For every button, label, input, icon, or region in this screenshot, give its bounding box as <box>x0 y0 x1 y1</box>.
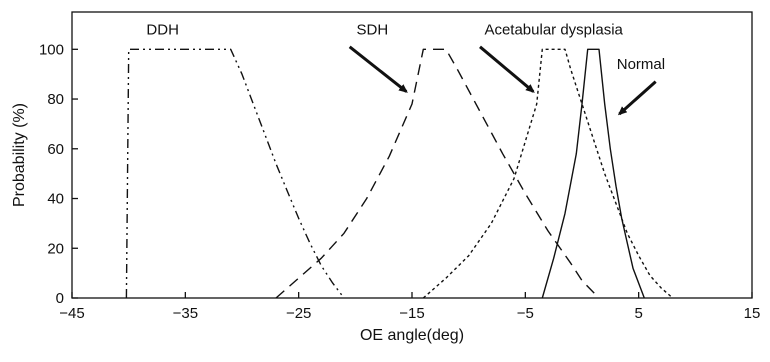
series-line-sdh <box>275 48 600 299</box>
plot-border <box>71 11 753 299</box>
x-tick-label: 15 <box>744 305 761 322</box>
series-lines <box>125 48 674 299</box>
y-axis-title: Probability (%) <box>11 103 28 207</box>
x-tick-label: −15 <box>399 305 424 322</box>
y-tick-label: 20 <box>47 240 64 257</box>
arrow-pointer <box>617 80 657 116</box>
x-tick-label: −45 <box>59 305 84 322</box>
series-line-ddh <box>125 48 345 299</box>
x-tick-label: −25 <box>286 305 311 322</box>
x-tick-label: −35 <box>173 305 198 322</box>
x-tick-label: −5 <box>517 305 534 322</box>
y-tick-label: 100 <box>39 41 64 58</box>
annotation-normal: Normal <box>617 56 665 73</box>
x-axis-title: OE angle(deg) <box>360 327 464 344</box>
arrow-pointer <box>348 45 408 93</box>
annotation-sdh: SDH <box>356 21 388 38</box>
y-tick-label: 60 <box>47 141 64 158</box>
arrow-pointer <box>479 45 535 93</box>
y-tick-label: 0 <box>56 290 64 307</box>
axis-ticks: −45 −35 −25 −15 −5 5 15 0 20 40 60 80 100 <box>39 41 760 322</box>
x-tick-label: 5 <box>634 305 642 322</box>
y-tick-label: 80 <box>47 91 64 108</box>
annotation-acetabular-dysplasia: Acetabular dysplasia <box>484 21 623 38</box>
y-tick-label: 40 <box>47 191 64 208</box>
annotations: DDH SDH Acetabular dysplasia Normal <box>146 21 665 116</box>
series-line-acetabular-dysplasia <box>422 48 674 299</box>
annotation-ddh: DDH <box>146 21 179 38</box>
plot-area <box>71 11 753 299</box>
series-line-normal <box>541 48 645 299</box>
